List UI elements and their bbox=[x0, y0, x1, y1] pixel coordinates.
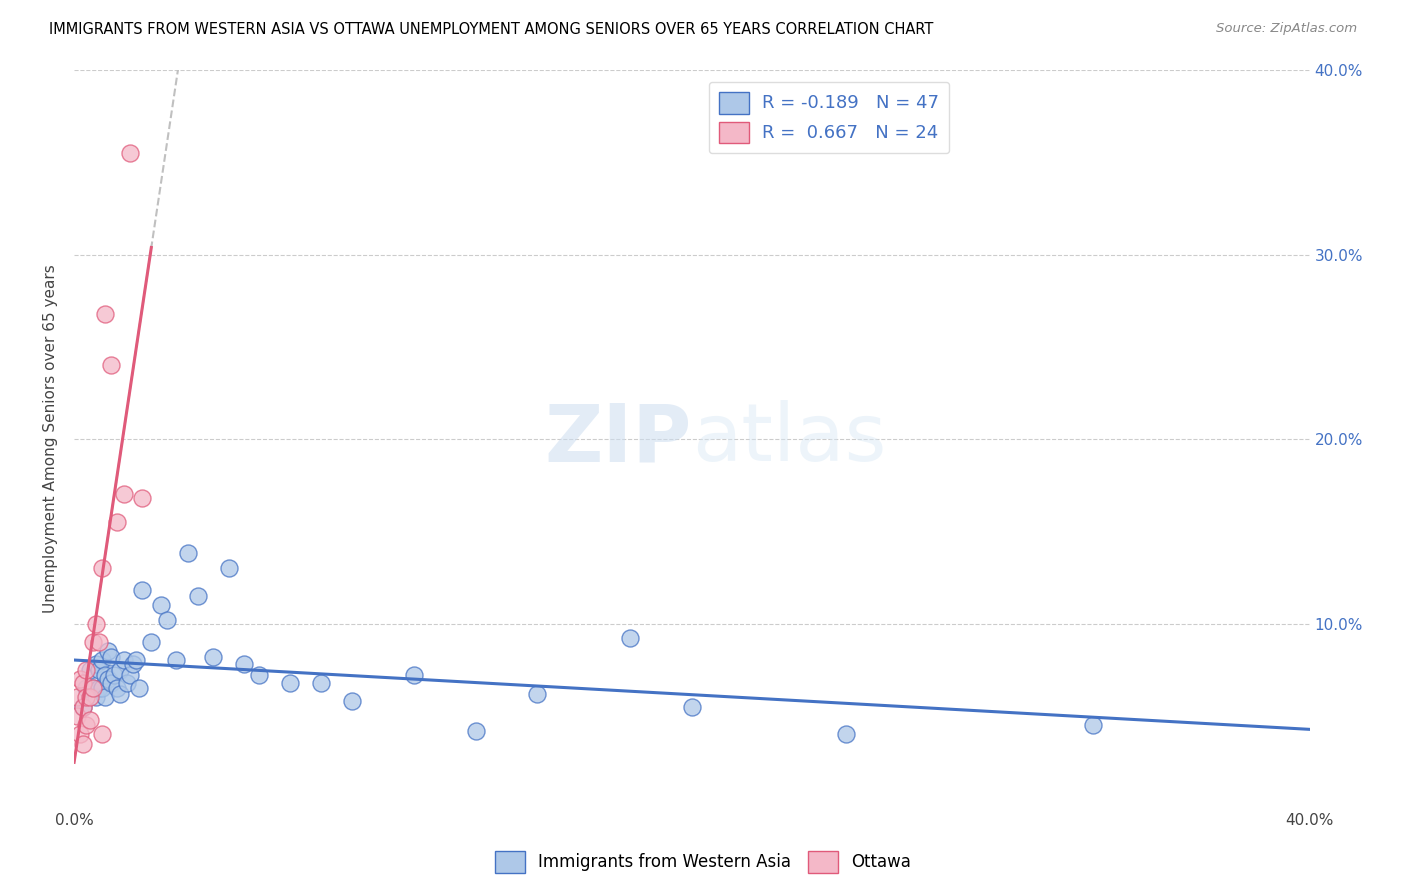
Point bbox=[82, 681, 104, 695]
Point bbox=[75, 718, 97, 732]
Point bbox=[187, 589, 209, 603]
Point bbox=[128, 681, 150, 695]
Point bbox=[72, 699, 94, 714]
Point bbox=[118, 668, 141, 682]
Point bbox=[105, 681, 128, 695]
Point bbox=[75, 681, 97, 695]
Point bbox=[69, 672, 91, 686]
Point bbox=[79, 663, 101, 677]
Point bbox=[72, 699, 94, 714]
Point bbox=[82, 681, 104, 695]
Point bbox=[131, 583, 153, 598]
Point bbox=[110, 663, 132, 677]
Point bbox=[165, 653, 187, 667]
Point bbox=[835, 727, 858, 741]
Point bbox=[87, 663, 110, 677]
Point bbox=[90, 681, 112, 695]
Point bbox=[94, 690, 117, 705]
Point bbox=[121, 657, 143, 672]
Point bbox=[681, 699, 703, 714]
Point bbox=[103, 668, 125, 682]
Point bbox=[247, 668, 270, 682]
Point bbox=[66, 708, 89, 723]
Point bbox=[94, 307, 117, 321]
Point bbox=[100, 358, 122, 372]
Point bbox=[110, 687, 132, 701]
Point bbox=[79, 690, 101, 705]
Point bbox=[156, 613, 179, 627]
Point bbox=[105, 515, 128, 529]
Point bbox=[118, 146, 141, 161]
Point bbox=[84, 616, 107, 631]
Point bbox=[1083, 718, 1105, 732]
Point bbox=[84, 657, 107, 672]
Point bbox=[202, 649, 225, 664]
Point bbox=[115, 675, 138, 690]
Text: atlas: atlas bbox=[692, 401, 886, 478]
Point bbox=[619, 632, 641, 646]
Point bbox=[125, 653, 148, 667]
Point bbox=[340, 694, 363, 708]
Point bbox=[87, 635, 110, 649]
Point bbox=[233, 657, 256, 672]
Point bbox=[69, 727, 91, 741]
Point bbox=[278, 675, 301, 690]
Point bbox=[84, 690, 107, 705]
Point bbox=[131, 491, 153, 505]
Point bbox=[141, 635, 163, 649]
Point bbox=[72, 737, 94, 751]
Text: Source: ZipAtlas.com: Source: ZipAtlas.com bbox=[1216, 22, 1357, 36]
Legend: Immigrants from Western Asia, Ottawa: Immigrants from Western Asia, Ottawa bbox=[488, 845, 918, 880]
Point bbox=[464, 723, 486, 738]
Point bbox=[90, 653, 112, 667]
Point bbox=[75, 663, 97, 677]
Point bbox=[97, 644, 120, 658]
Point bbox=[100, 675, 122, 690]
Point bbox=[82, 635, 104, 649]
Legend: R = -0.189   N = 47, R =  0.667   N = 24: R = -0.189 N = 47, R = 0.667 N = 24 bbox=[709, 82, 949, 153]
Point bbox=[72, 675, 94, 690]
Point bbox=[90, 727, 112, 741]
Point bbox=[402, 668, 425, 682]
Point bbox=[177, 546, 200, 560]
Point bbox=[97, 672, 120, 686]
Point bbox=[112, 487, 135, 501]
Point bbox=[94, 668, 117, 682]
Point bbox=[526, 687, 548, 701]
Point bbox=[90, 561, 112, 575]
Point bbox=[87, 681, 110, 695]
Point bbox=[218, 561, 240, 575]
Point bbox=[100, 649, 122, 664]
Y-axis label: Unemployment Among Seniors over 65 years: Unemployment Among Seniors over 65 years bbox=[44, 265, 58, 614]
Text: ZIP: ZIP bbox=[544, 401, 692, 478]
Text: IMMIGRANTS FROM WESTERN ASIA VS OTTAWA UNEMPLOYMENT AMONG SENIORS OVER 65 YEARS : IMMIGRANTS FROM WESTERN ASIA VS OTTAWA U… bbox=[49, 22, 934, 37]
Point bbox=[75, 690, 97, 705]
Point bbox=[66, 690, 89, 705]
Point bbox=[79, 713, 101, 727]
Point bbox=[149, 598, 172, 612]
Point bbox=[309, 675, 332, 690]
Point bbox=[112, 653, 135, 667]
